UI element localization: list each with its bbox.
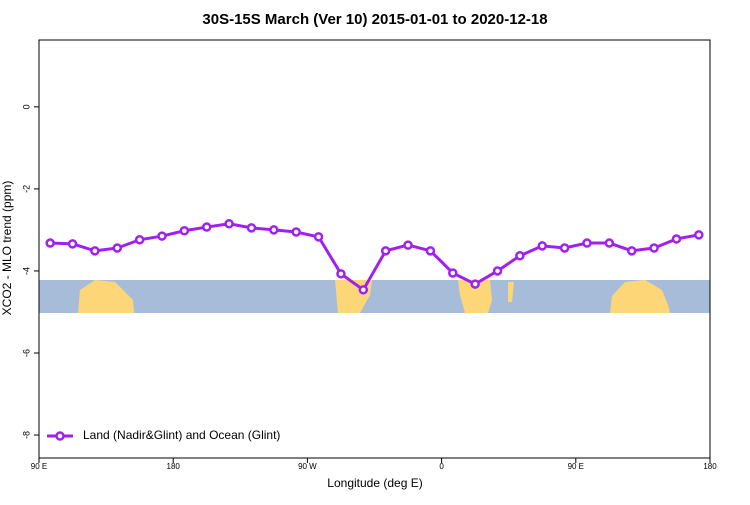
y-tick-label: 0	[21, 104, 31, 109]
y-tick-label: -8	[21, 431, 31, 439]
x-axis-label: Longitude (deg E)	[327, 476, 422, 490]
y-tick-label: -2	[21, 185, 31, 193]
point	[202, 222, 212, 232]
point	[246, 223, 257, 233]
point	[269, 225, 279, 235]
y-tick-label: -6	[21, 349, 31, 357]
point	[291, 227, 301, 237]
x-tick-label: 0	[439, 462, 444, 471]
chart-title: 30S-15S March (Ver 10) 2015-01-01 to 202…	[202, 11, 547, 28]
point	[112, 243, 123, 253]
point	[604, 238, 615, 248]
x-tick-label: 180	[703, 462, 717, 471]
point	[134, 235, 145, 245]
point	[470, 279, 480, 289]
x-tick-label: 180	[167, 462, 181, 471]
y-tick-label: -4	[21, 267, 31, 275]
map-band	[39, 280, 710, 313]
point	[425, 246, 436, 256]
point	[358, 285, 369, 295]
point	[336, 269, 346, 279]
point	[448, 268, 458, 278]
point	[90, 246, 100, 256]
point	[537, 241, 547, 251]
legend-label: Land (Nadir&Glint) and Ocean (Glint)	[83, 428, 280, 442]
point	[492, 266, 503, 276]
x-tick-label: 90 E	[31, 462, 47, 471]
point	[515, 251, 525, 261]
point	[694, 230, 704, 240]
point	[649, 243, 659, 253]
point	[403, 240, 413, 250]
legend-marker	[55, 431, 65, 441]
point	[45, 238, 55, 248]
point	[157, 231, 167, 241]
x-tick-label: 90 E	[568, 462, 584, 471]
point	[559, 243, 570, 253]
y-axis-label: XCO2 - MLO trend (ppm)	[0, 181, 14, 316]
series-line	[50, 222, 700, 292]
point	[224, 219, 234, 229]
point	[626, 246, 637, 256]
point	[313, 232, 324, 242]
x-tick-label: 90 W	[298, 462, 317, 471]
plot-frame	[38, 39, 711, 459]
point	[582, 238, 592, 248]
point	[67, 239, 78, 249]
point	[671, 234, 682, 244]
point	[179, 225, 190, 236]
point	[380, 246, 391, 256]
